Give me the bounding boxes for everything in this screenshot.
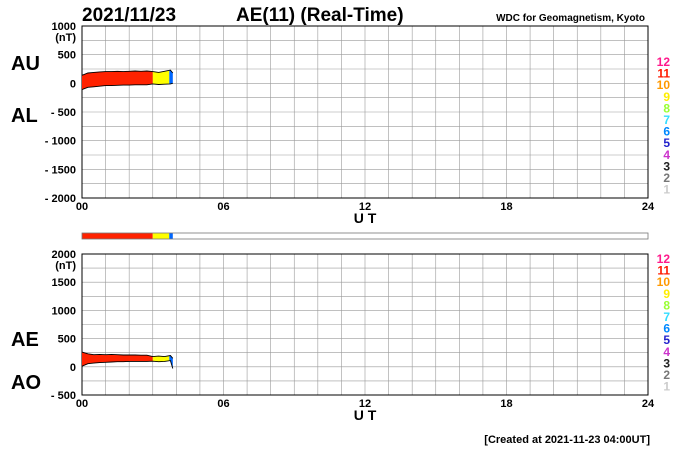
x-tick-label: 18 (500, 398, 512, 410)
legend-entry: 2 (663, 171, 670, 185)
plot-frame (81, 25, 649, 199)
created-timestamp: [Created at 2021-11-23 04:00UT] (484, 434, 650, 446)
legend-entry: 1 (663, 183, 670, 197)
x-axis-label: U T (354, 210, 377, 226)
x-tick-label: 24 (642, 201, 655, 213)
series-line-au (81, 69, 174, 76)
y-tick-label: - 1000 (45, 136, 76, 148)
x-tick-label: 06 (217, 201, 229, 213)
legend-entry: 7 (663, 310, 670, 324)
plot-frame (81, 253, 649, 396)
legend-entry: 4 (663, 345, 670, 359)
legend-entry: 3 (663, 159, 670, 173)
chart-title: AE(11) (Real-Time) (236, 5, 404, 26)
y-tick-label: 1000 (52, 21, 76, 33)
x-tick-label: 12 (359, 398, 371, 410)
x-tick-label: 06 (217, 398, 229, 410)
legend-entry: 6 (663, 322, 670, 336)
x-tick-label: 12 (359, 201, 371, 213)
chart-source: WDC for Geomagnetism, Kyoto (496, 13, 645, 24)
y-tick-label: 500 (58, 334, 76, 346)
legend-entry: 5 (663, 333, 670, 347)
station-band-segment (82, 71, 153, 90)
coverage-frame (81, 232, 649, 240)
legend-entry: 8 (663, 298, 670, 312)
legend-entry: 11 (657, 264, 670, 278)
station-band-segment (152, 70, 170, 85)
legend-entry: 7 (663, 113, 670, 127)
y-tick-label: - 500 (51, 107, 76, 119)
y-axis-label: (nT) (55, 32, 76, 44)
legend-entry: 4 (663, 148, 670, 162)
grid (81, 253, 649, 396)
station-band-segment (82, 352, 153, 367)
chart-date: 2021/11/23 (82, 5, 176, 26)
ae-label: AE (11, 329, 39, 351)
x-tick-label: 00 (76, 398, 88, 410)
y-axis-label: (nT) (55, 260, 76, 272)
legend-entry: 9 (663, 90, 670, 104)
y-tick-label: 500 (58, 50, 76, 62)
y-tick-label: 1500 (52, 277, 76, 289)
y-tick-label: 0 (70, 362, 76, 374)
legend-entry: 6 (663, 125, 670, 139)
station-coverage-bar (81, 232, 649, 240)
data-band (81, 69, 174, 91)
legend-entry: 9 (663, 287, 670, 301)
legend-entry: 10 (657, 78, 671, 92)
y-tick-label: - 1500 (45, 164, 76, 176)
y-tick-label: 1000 (52, 305, 76, 317)
x-axis-label: U T (354, 407, 377, 423)
coverage-segment (82, 233, 153, 239)
legend-entry: 10 (657, 275, 671, 289)
legend-entry: 3 (663, 356, 670, 370)
series-line-ao (81, 360, 174, 369)
y-tick-label: 2000 (52, 249, 76, 261)
x-tick-label: 24 (642, 398, 655, 410)
data-band (81, 351, 174, 369)
series-line-ae (81, 351, 174, 359)
station-band-segment (169, 70, 173, 84)
legend-entry: 8 (663, 101, 670, 115)
legend-entry: 2 (663, 368, 670, 382)
series-line-al (81, 82, 173, 91)
station-band-segment (152, 355, 170, 362)
y-tick-label: - 2000 (45, 193, 76, 205)
legend-entry: 12 (657, 55, 671, 69)
x-tick-label: 18 (500, 201, 512, 213)
legend-entry: 12 (657, 252, 671, 266)
au-al-panel: 1000 500 0 - 500 - 1000 - 1500 - 2000 (nT) 00 06 1… (11, 21, 655, 226)
au-label: AU (11, 53, 40, 75)
legend-entry: 5 (663, 136, 670, 150)
y-tick-label: - 500 (51, 390, 76, 402)
ae-ao-panel: 2000 1500 1000 500 0 - 500 (nT) 00 06 12 18 24 U T AE… (11, 249, 655, 423)
ao-label: AO (11, 372, 41, 394)
y-tick-label: 0 (70, 78, 76, 90)
coverage-segment (152, 233, 170, 239)
coverage-segment (169, 233, 173, 239)
legend-entry: 11 (657, 67, 670, 81)
grid (81, 25, 649, 199)
al-label: AL (11, 105, 38, 127)
x-tick-label: 00 (76, 201, 88, 213)
legend-entry: 1 (663, 380, 670, 394)
